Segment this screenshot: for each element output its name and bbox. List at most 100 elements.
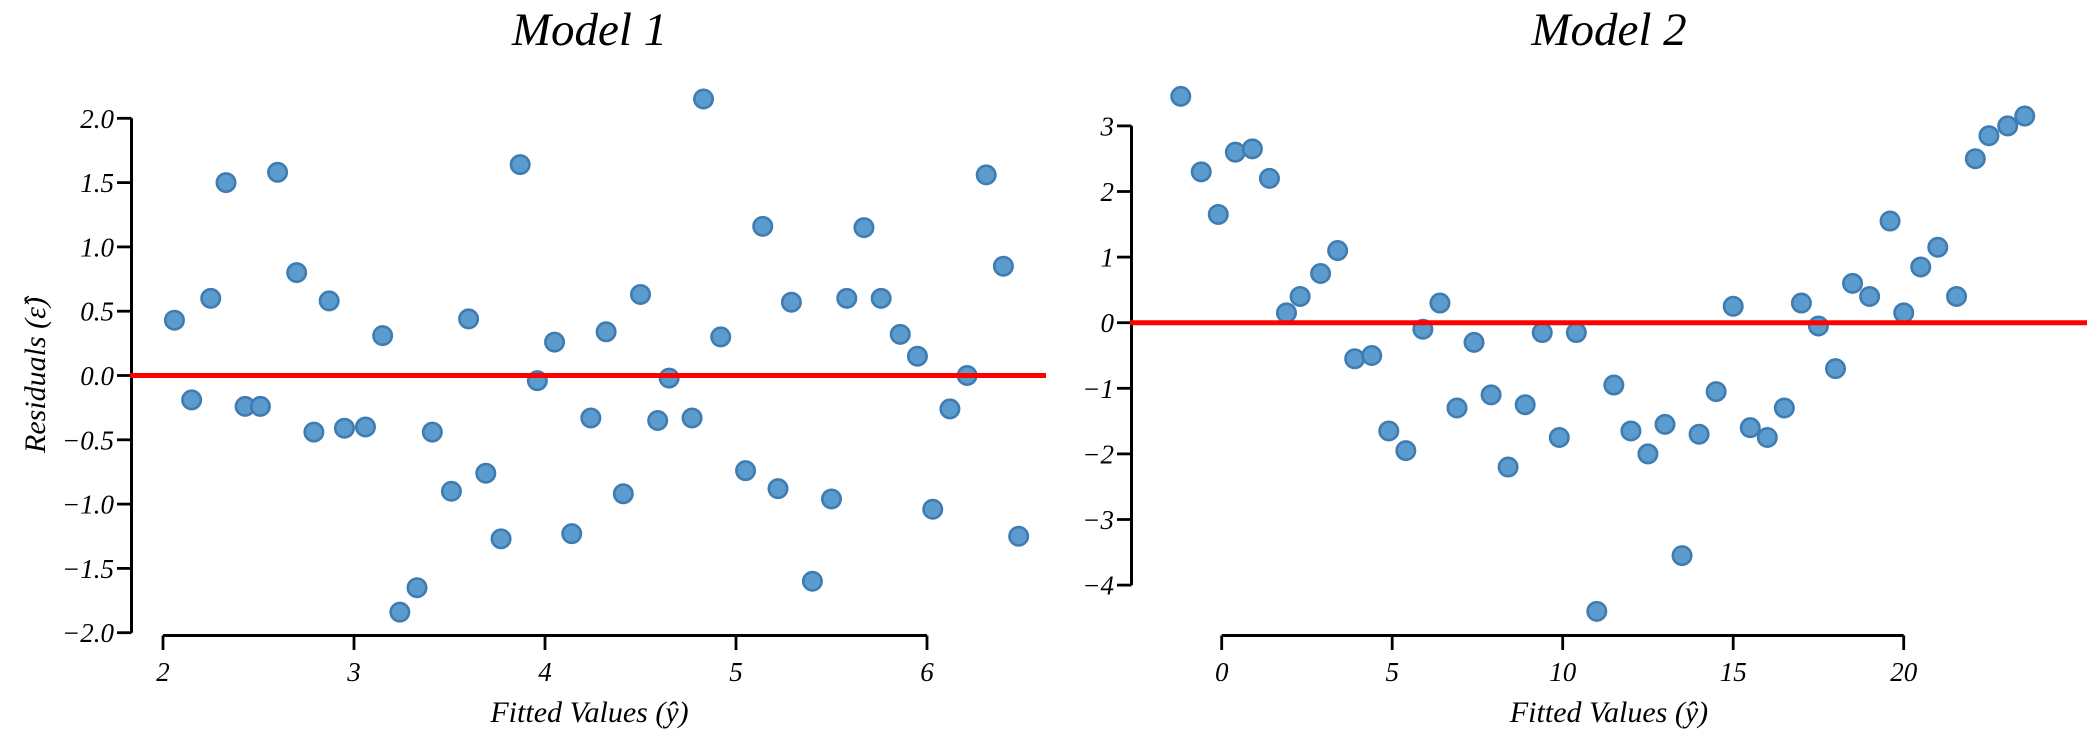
- model2-x-tick-label: 5: [1385, 657, 1399, 687]
- data-point: [767, 478, 789, 500]
- model2-x-axis-label: Fitted Values (ŷ): [1509, 696, 1709, 729]
- data-point: [475, 462, 497, 484]
- data-point: [1497, 456, 1519, 478]
- data-point: [1603, 374, 1625, 396]
- data-point: [735, 460, 757, 482]
- data-point: [1429, 292, 1451, 314]
- model2-y-tick-label: 1: [1101, 243, 1115, 273]
- data-point: [975, 164, 997, 186]
- model1-x-axis-label: Fitted Values (ŷ): [490, 696, 689, 729]
- model2-y-tick-label: 3: [1100, 111, 1115, 141]
- model1-y-tick-label: −1.5: [62, 554, 114, 584]
- data-point: [612, 483, 634, 505]
- data-point: [1620, 420, 1642, 442]
- model1-x-tick-label: 3: [346, 657, 361, 687]
- data-point: [1586, 600, 1608, 622]
- data-point: [752, 215, 774, 237]
- data-point: [1463, 331, 1485, 353]
- data-point: [801, 570, 823, 592]
- data-point: [1190, 161, 1212, 183]
- data-point: [1671, 545, 1693, 567]
- data-point: [1008, 525, 1030, 547]
- data-point: [580, 407, 602, 429]
- data-point: [836, 287, 858, 309]
- data-point: [406, 577, 428, 599]
- model1-y-tick-label: −2.0: [62, 618, 114, 648]
- data-point: [561, 523, 583, 545]
- data-point: [1893, 302, 1915, 324]
- model1-y-tick-label: 1.0: [80, 232, 114, 262]
- data-point: [1514, 394, 1536, 416]
- data-point: [1565, 322, 1587, 344]
- data-point: [780, 291, 802, 313]
- data-point: [1842, 272, 1864, 294]
- data-point: [2014, 105, 2036, 127]
- data-point: [509, 154, 531, 176]
- data-point: [1446, 397, 1468, 419]
- model1-x-tick-label: 5: [729, 657, 743, 687]
- model2-x-tick-label: 10: [1549, 657, 1577, 687]
- data-point: [1241, 138, 1263, 160]
- data-point: [354, 416, 376, 438]
- data-point: [629, 283, 651, 305]
- data-point: [1207, 203, 1229, 225]
- data-point: [1395, 440, 1417, 462]
- model2-y-tick-label: 2: [1101, 177, 1115, 207]
- data-point: [333, 417, 355, 439]
- model2-y-tick-label: −4: [1082, 571, 1114, 601]
- data-point: [1773, 397, 1795, 419]
- model2-x-tick-label: 20: [1890, 657, 1918, 687]
- data-point: [1654, 413, 1676, 435]
- data-point: [215, 172, 237, 194]
- data-point: [820, 488, 842, 510]
- data-point: [693, 88, 715, 110]
- data-point: [1978, 125, 2000, 147]
- data-point: [1548, 426, 1570, 448]
- data-point: [1964, 148, 1986, 170]
- data-point: [303, 421, 325, 443]
- data-point: [1756, 426, 1778, 448]
- data-point: [1705, 381, 1727, 403]
- data-point: [286, 262, 308, 284]
- data-point: [200, 287, 222, 309]
- data-point: [1946, 285, 1968, 307]
- model1-y-axis-label: Residuals (ε̂): [19, 297, 52, 453]
- data-point: [1790, 292, 1812, 314]
- data-point: [163, 309, 185, 331]
- model1-y-tick-label: −0.5: [62, 425, 114, 455]
- data-point: [870, 287, 892, 309]
- data-point: [1361, 344, 1383, 366]
- model2-y-tick-label: 0: [1101, 308, 1115, 338]
- data-point: [267, 161, 289, 183]
- model1-title: Model 1: [511, 4, 668, 56]
- data-point: [490, 528, 512, 550]
- data-point: [372, 325, 394, 347]
- data-point: [389, 601, 411, 623]
- data-point: [1807, 315, 1829, 337]
- data-point: [544, 331, 566, 353]
- data-point: [1739, 417, 1761, 439]
- model2-points: [1170, 85, 2036, 622]
- data-point: [1927, 236, 1949, 258]
- model1-points: [163, 88, 1030, 623]
- data-point: [1688, 423, 1710, 445]
- data-point: [1224, 141, 1246, 163]
- data-point: [922, 498, 944, 520]
- model2-y-tick-label: −2: [1082, 439, 1114, 469]
- data-point: [1378, 420, 1400, 442]
- data-point: [1258, 167, 1280, 189]
- data-point: [1859, 285, 1881, 307]
- data-point: [1344, 348, 1366, 370]
- data-point: [992, 255, 1014, 277]
- data-point: [647, 410, 669, 432]
- model2-x-tick-label: 0: [1215, 657, 1229, 687]
- data-point: [1531, 322, 1553, 344]
- model2-title: Model 2: [1531, 4, 1687, 56]
- data-point: [710, 326, 732, 348]
- data-point: [318, 290, 340, 312]
- model1-x-tick-label: 2: [156, 657, 170, 687]
- data-point: [595, 321, 617, 343]
- model2-y-tick-label: −3: [1082, 505, 1114, 535]
